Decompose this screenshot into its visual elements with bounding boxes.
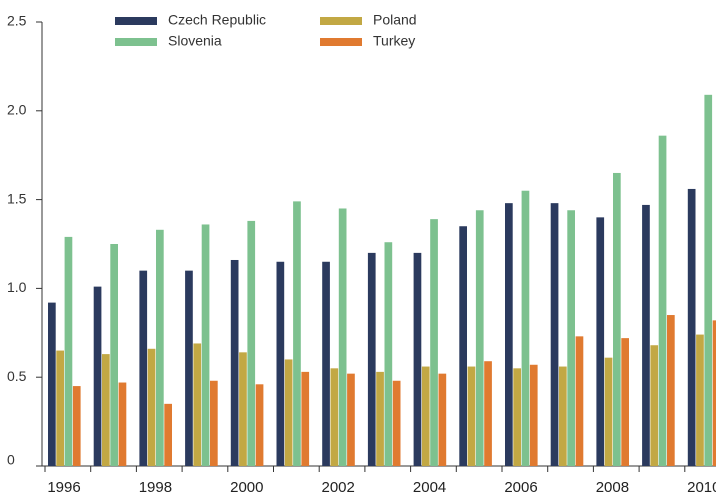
x-tick-label: 2006 — [504, 479, 537, 496]
bar — [392, 380, 401, 466]
bar — [550, 203, 559, 467]
bar — [247, 220, 256, 466]
bar — [696, 334, 704, 466]
legend-swatch — [115, 38, 157, 46]
x-tick-label: 2010 — [687, 479, 716, 496]
bar — [201, 224, 210, 466]
bar — [322, 261, 330, 466]
legend-swatch — [115, 17, 157, 25]
x-tick-label: 2004 — [413, 479, 446, 496]
bar — [210, 380, 218, 466]
x-tick-label: 2002 — [322, 479, 355, 496]
bar — [118, 382, 127, 466]
bar — [650, 345, 659, 466]
bar — [559, 366, 567, 466]
y-tick-label: 2.5 — [7, 13, 27, 29]
bar — [376, 371, 384, 466]
bar — [230, 259, 239, 466]
bar — [575, 336, 584, 466]
bar — [621, 338, 629, 466]
legend-swatch — [320, 17, 362, 25]
bar — [276, 261, 285, 466]
bar — [239, 352, 247, 466]
bar — [72, 386, 81, 466]
legend-label: Slovenia — [168, 33, 222, 49]
bar — [430, 219, 438, 466]
bar — [513, 368, 521, 466]
bar — [704, 94, 713, 466]
bar — [347, 373, 355, 466]
bar — [301, 371, 310, 466]
y-tick-label: 1.5 — [7, 190, 27, 206]
bar — [48, 302, 56, 466]
bar — [255, 384, 264, 466]
bar — [64, 236, 73, 466]
y-tick-label: 1.0 — [7, 279, 27, 295]
bar — [413, 252, 422, 466]
y-tick-label: 2.0 — [7, 102, 27, 118]
bar — [567, 210, 575, 466]
bar — [438, 373, 447, 466]
bar — [521, 190, 530, 466]
bar — [110, 244, 118, 466]
x-tick-label: 2008 — [596, 479, 629, 496]
bar — [384, 242, 393, 466]
bar — [164, 403, 172, 466]
bar — [367, 252, 376, 466]
bar — [293, 201, 301, 466]
x-tick-label: 1996 — [47, 479, 80, 496]
bar — [330, 368, 339, 466]
bar — [421, 366, 430, 466]
legend-swatch — [320, 38, 362, 46]
bar — [642, 204, 650, 467]
x-tick-label: 1998 — [139, 479, 172, 496]
bar — [193, 343, 202, 466]
legend-label: Poland — [373, 12, 417, 28]
bar — [56, 350, 64, 466]
bar — [596, 217, 605, 466]
bar — [475, 210, 484, 466]
x-tick-label: 2000 — [230, 479, 263, 496]
bar — [687, 188, 696, 466]
bar — [338, 208, 347, 467]
bar — [156, 229, 164, 466]
bar — [484, 361, 492, 466]
bar — [604, 357, 613, 466]
bar — [712, 320, 716, 466]
legend-label: Czech Republic — [168, 12, 266, 28]
y-tick-label: 0.5 — [7, 368, 27, 384]
bar — [284, 359, 293, 466]
bar — [505, 203, 513, 467]
legend-label: Turkey — [373, 33, 415, 49]
y-tick-label: 0 — [7, 452, 15, 468]
bar — [147, 348, 156, 466]
bar — [102, 354, 110, 466]
bar — [459, 226, 467, 466]
bar — [613, 172, 621, 466]
bar — [93, 286, 102, 466]
bar — [185, 270, 193, 466]
bar — [658, 135, 667, 466]
bar — [667, 315, 675, 466]
bar — [139, 270, 148, 466]
bar — [529, 364, 538, 466]
bar — [467, 366, 476, 466]
